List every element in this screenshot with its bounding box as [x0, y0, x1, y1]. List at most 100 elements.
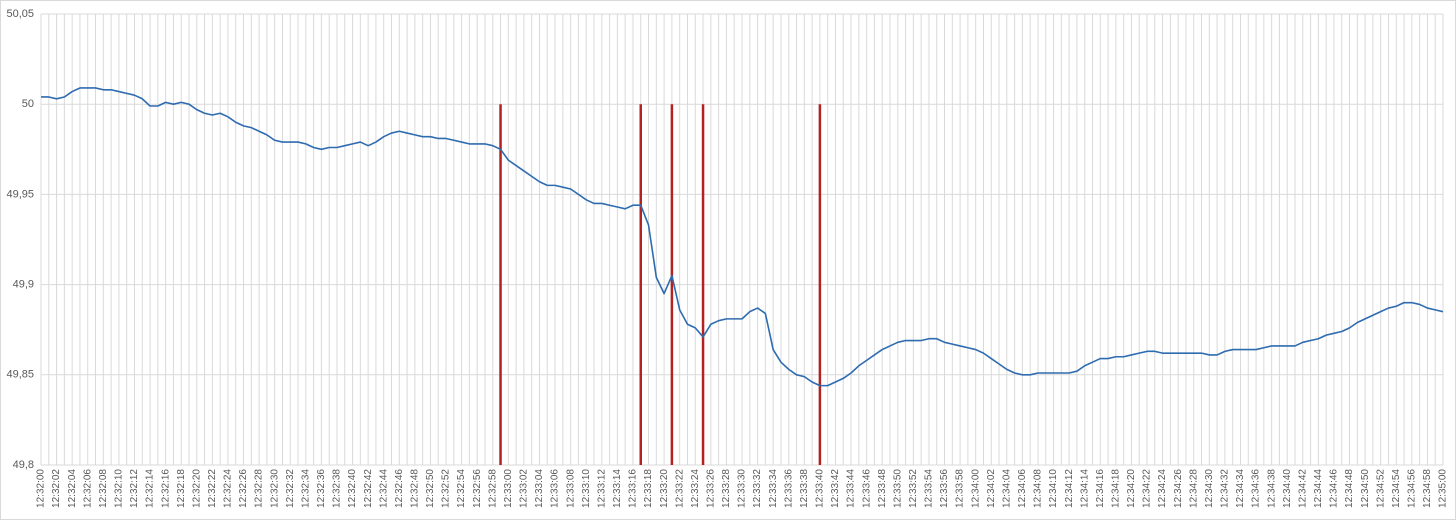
x-tick-label: 12:33:38 [799, 469, 810, 508]
y-tick-label: 49,95 [6, 188, 34, 200]
x-tick-label: 12:34:18 [1111, 469, 1122, 508]
x-tick-label: 12:33:34 [768, 469, 779, 508]
x-tick-label: 12:33:14 [612, 469, 623, 508]
x-tick-label: 12:32:52 [441, 469, 452, 508]
x-tick-label: 12:33:02 [519, 469, 530, 508]
x-tick-label: 12:33:36 [783, 469, 794, 508]
x-tick-label: 12:32:54 [456, 469, 467, 508]
x-tick-label: 12:33:30 [737, 469, 748, 508]
x-tick-label: 12:32:46 [394, 469, 405, 508]
y-tick-label: 50 [22, 98, 34, 110]
grid [40, 13, 1444, 466]
x-tick-label: 12:32:40 [347, 469, 358, 508]
x-tick-label: 12:32:28 [254, 469, 265, 508]
x-tick-label: 12:33:40 [815, 469, 826, 508]
x-tick-label: 12:34:22 [1142, 469, 1153, 508]
x-tick-label: 12:34:54 [1391, 469, 1402, 508]
x-tick-label: 12:33:56 [939, 469, 950, 508]
series-line [41, 87, 1444, 387]
x-tick-label: 12:32:02 [51, 469, 62, 508]
x-tick-label: 12:32:20 [191, 469, 202, 508]
x-tick-label: 12:32:08 [98, 469, 109, 508]
x-tick-label: 12:34:26 [1173, 469, 1184, 508]
x-tick-label: 12:32:30 [269, 469, 280, 508]
x-tick-label: 12:34:24 [1157, 469, 1168, 508]
x-tick-label: 12:34:34 [1235, 469, 1246, 508]
x-tick-label: 12:33:54 [924, 469, 935, 508]
x-tick-label: 12:33:52 [908, 469, 919, 508]
x-tick-label: 12:33:04 [534, 469, 545, 508]
x-tick-label: 12:33:50 [892, 469, 903, 508]
x-tick-label: 12:33:58 [955, 469, 966, 508]
x-tick-label: 12:32:06 [82, 469, 93, 508]
x-tick-label: 12:33:24 [690, 469, 701, 508]
x-tick-label: 12:32:00 [36, 469, 47, 508]
x-tick-label: 12:34:40 [1282, 469, 1293, 508]
x-tick-label: 12:34:46 [1329, 469, 1340, 508]
x-tick-label: 12:32:32 [285, 469, 296, 508]
x-tick-label: 12:34:56 [1406, 469, 1417, 508]
x-tick-label: 12:33:32 [752, 469, 763, 508]
x-tick-label: 12:33:26 [705, 469, 716, 508]
x-tick-label: 12:33:00 [503, 469, 514, 508]
x-tick-label: 12:34:28 [1188, 469, 1199, 508]
x-tick-label: 12:32:38 [332, 469, 343, 508]
x-tick-label: 12:33:42 [830, 469, 841, 508]
x-tick-label: 12:33:20 [659, 469, 670, 508]
x-tick-label: 12:32:34 [300, 469, 311, 508]
y-tick-label: 49,9 [13, 279, 34, 291]
x-tick-label: 12:34:14 [1079, 469, 1090, 508]
x-tick-label: 12:32:24 [223, 469, 234, 508]
x-tick-label: 12:33:12 [596, 469, 607, 508]
x-tick-label: 12:34:30 [1204, 469, 1215, 508]
x-tick-label: 12:34:10 [1048, 469, 1059, 508]
x-tick-label: 12:34:04 [1001, 469, 1012, 508]
x-tick-label: 12:32:22 [207, 469, 218, 508]
x-tick-label: 12:32:10 [114, 469, 125, 508]
x-tick-label: 12:34:16 [1095, 469, 1106, 508]
x-tick-label: 12:32:18 [176, 469, 187, 508]
x-tick-label: 12:34:44 [1313, 469, 1324, 508]
x-tick-label: 12:32:42 [363, 469, 374, 508]
x-tick-label: 12:32:04 [67, 469, 78, 508]
x-tick-label: 12:34:38 [1266, 469, 1277, 508]
x-tick-label: 12:34:32 [1220, 469, 1231, 508]
y-tick-label: 49,8 [13, 459, 34, 471]
x-tick-label: 12:33:18 [643, 469, 654, 508]
x-tick-label: 12:34:48 [1344, 469, 1355, 508]
x-tick-label: 12:34:58 [1422, 469, 1433, 508]
x-tick-label: 12:32:50 [425, 469, 436, 508]
x-tick-label: 12:32:36 [316, 469, 327, 508]
x-tick-label: 12:34:00 [970, 469, 981, 508]
x-tick-label: 12:32:44 [378, 469, 389, 508]
plot [41, 87, 1444, 465]
x-tick-label: 12:32:58 [487, 469, 498, 508]
x-tick-label: 12:34:52 [1375, 469, 1386, 508]
x-tick-label: 12:34:36 [1251, 469, 1262, 508]
x-tick-label: 12:33:08 [565, 469, 576, 508]
labels: 12:32:00 12:32:02 12:32:04 12:32:06 12:32:08… [6, 8, 1448, 508]
x-tick-label: 12:32:14 [145, 469, 156, 508]
x-tick-label: 12:32:48 [410, 469, 421, 508]
x-tick-label: 12:32:26 [238, 469, 249, 508]
x-tick-label: 12:34:20 [1126, 469, 1137, 508]
x-tick-label: 12:34:08 [1033, 469, 1044, 508]
x-tick-label: 12:35:00 [1438, 469, 1449, 508]
x-tick-label: 12:33:46 [861, 469, 872, 508]
x-tick-label: 12:33:10 [581, 469, 592, 508]
y-tick-label: 49,85 [6, 369, 34, 381]
x-tick-label: 12:33:22 [674, 469, 685, 508]
x-tick-label: 12:33:06 [550, 469, 561, 508]
x-tick-label: 12:34:12 [1064, 469, 1075, 508]
x-tick-label: 12:32:56 [472, 469, 483, 508]
x-tick-label: 12:33:44 [846, 469, 857, 508]
x-tick-label: 12:33:48 [877, 469, 888, 508]
x-tick-label: 12:34:06 [1017, 469, 1028, 508]
x-tick-label: 12:34:42 [1297, 469, 1308, 508]
x-tick-label: 12:34:50 [1360, 469, 1371, 508]
x-tick-label: 12:32:12 [129, 469, 140, 508]
x-tick-label: 12:33:16 [628, 469, 639, 508]
x-tick-label: 12:34:02 [986, 469, 997, 508]
y-tick-label: 50,05 [6, 8, 34, 20]
